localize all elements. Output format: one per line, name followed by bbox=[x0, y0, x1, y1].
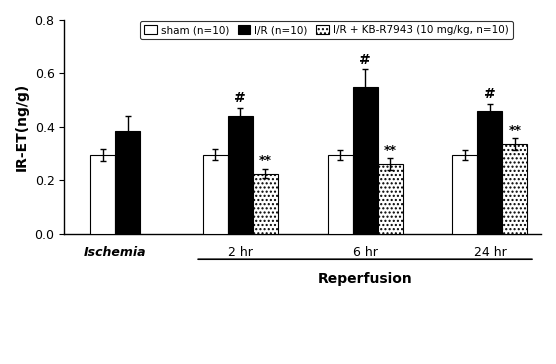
Bar bbox=[478, 111, 503, 234]
Bar bbox=[503, 144, 528, 234]
Y-axis label: IR-ET(ng/g): IR-ET(ng/g) bbox=[15, 83, 29, 171]
Bar bbox=[327, 155, 353, 234]
Text: #: # bbox=[359, 53, 371, 67]
Bar bbox=[453, 155, 478, 234]
Text: **: ** bbox=[508, 124, 522, 137]
Text: Ischemia: Ischemia bbox=[84, 246, 147, 260]
Bar bbox=[228, 116, 252, 234]
Bar bbox=[115, 131, 140, 234]
Legend: sham (n=10), I/R (n=10), I/R + KB-R7943 (10 mg/kg, n=10): sham (n=10), I/R (n=10), I/R + KB-R7943 … bbox=[140, 21, 513, 40]
Bar bbox=[378, 164, 403, 234]
Text: **: ** bbox=[384, 144, 396, 157]
Bar bbox=[353, 87, 378, 234]
Text: 6 hr: 6 hr bbox=[353, 246, 378, 260]
Text: #: # bbox=[484, 87, 496, 102]
Text: #: # bbox=[234, 91, 246, 106]
Bar bbox=[252, 174, 277, 234]
Bar bbox=[91, 155, 115, 234]
Text: 24 hr: 24 hr bbox=[474, 246, 507, 260]
Bar bbox=[203, 155, 228, 234]
Text: **: ** bbox=[259, 154, 272, 167]
Text: Reperfusion: Reperfusion bbox=[317, 272, 413, 286]
Text: 2 hr: 2 hr bbox=[228, 246, 252, 260]
